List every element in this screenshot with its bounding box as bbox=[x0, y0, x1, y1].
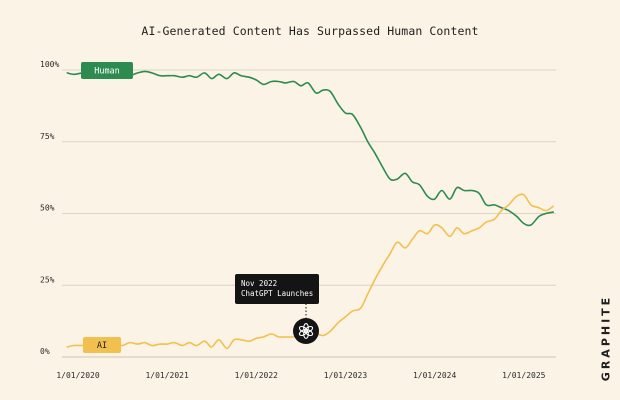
annotation-line-1: Nov 2022 bbox=[241, 279, 278, 288]
x-tick-label: 1/01/2025 bbox=[502, 371, 546, 380]
legend-tag-bg bbox=[83, 337, 121, 353]
legend-layer: Human AI bbox=[81, 62, 133, 353]
y-tick-labels: 100% 75% 50% 25% 0% bbox=[40, 60, 59, 356]
x-tick-label: 1/01/2022 bbox=[235, 371, 279, 380]
graphite-brand-logo: GRAPHITE bbox=[599, 294, 613, 382]
x-tick-label: 1/01/2020 bbox=[56, 371, 100, 380]
y-tick-label: 25% bbox=[40, 275, 55, 284]
legend-tag-bg bbox=[81, 62, 133, 79]
annotation-line-2: ChatGPT Launches bbox=[241, 289, 314, 298]
legend-tag-label: AI bbox=[97, 341, 107, 351]
y-tick-label: 0% bbox=[40, 347, 50, 356]
chatgpt-annotation-box: Nov 2022 ChatGPT Launches bbox=[235, 274, 320, 304]
x-tick-label: 1/01/2024 bbox=[413, 371, 457, 380]
x-tick-label: 1/01/2021 bbox=[145, 371, 189, 380]
y-tick-label: 50% bbox=[40, 204, 55, 213]
legend-tag-ai: AI bbox=[83, 337, 121, 353]
y-tick-label: 75% bbox=[40, 132, 55, 141]
openai-logo-icon bbox=[293, 318, 319, 344]
series-layer bbox=[66, 70, 554, 350]
legend-tag-human: Human bbox=[81, 62, 133, 79]
y-tick-label: 100% bbox=[40, 60, 59, 69]
x-tick-labels: 1/01/2020 1/01/2021 1/01/2022 1/01/2023 1/01… bbox=[56, 371, 545, 380]
gridlines bbox=[62, 69, 556, 358]
chart-title: AI-Generated Content Has Surpassed Human… bbox=[141, 24, 479, 38]
legend-tag-label: Human bbox=[94, 67, 120, 77]
series-line-human bbox=[66, 70, 554, 227]
annotation-layer bbox=[293, 300, 319, 344]
x-tick-label: 1/01/2023 bbox=[324, 371, 368, 380]
